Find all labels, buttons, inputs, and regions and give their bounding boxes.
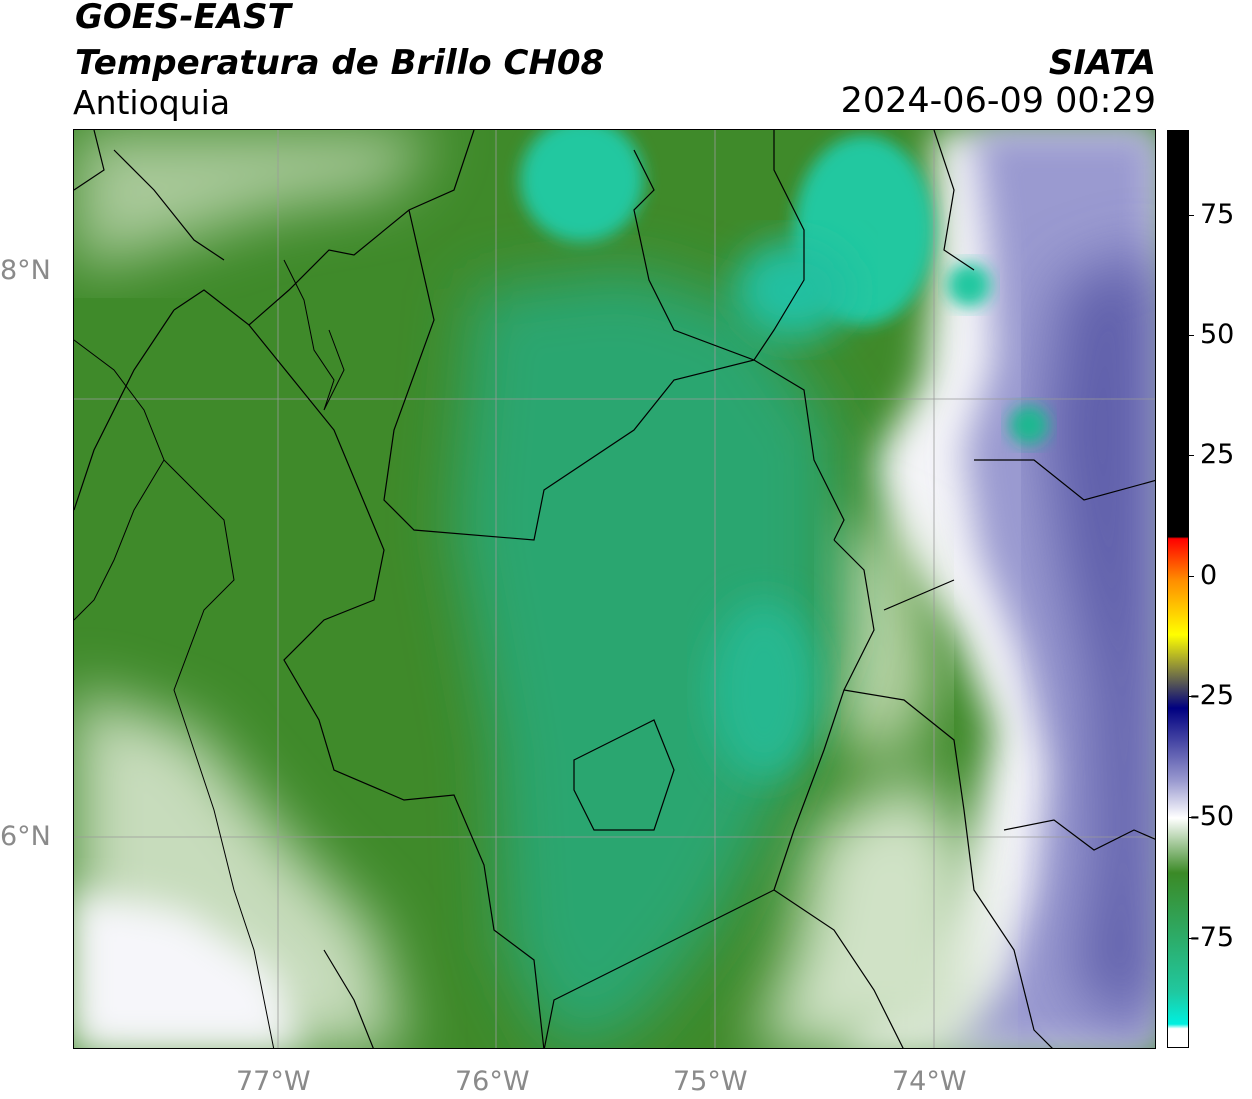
administrative-boundaries [74, 130, 1155, 1048]
colorbar-label: -25 [1190, 680, 1235, 711]
lon-label-77w: 77°W [236, 1066, 311, 1097]
lat-label-8n: 8°N [0, 255, 51, 286]
lat-label-6n: 6°N [0, 821, 51, 852]
lon-label-75w: 75°W [673, 1066, 748, 1097]
brightness-temperature-field [74, 130, 1155, 1048]
lon-label-76w: 76°W [455, 1066, 530, 1097]
datetime-label: 2024-06-09 00:29 [840, 81, 1156, 121]
lon-label-74w: 74°W [892, 1066, 967, 1097]
colorbar-label: -50 [1190, 801, 1235, 832]
coastline [74, 259, 345, 1048]
product-title: Temperatura de Brillo CH08 [75, 43, 605, 83]
region-label: Antioquia [73, 83, 231, 122]
organization-label: SIATA [1048, 43, 1156, 83]
graticule [74, 130, 1155, 1048]
colorbar-label: 50 [1200, 319, 1235, 350]
satellite-map[interactable] [73, 129, 1156, 1049]
colorbar-label: 0 [1200, 560, 1218, 591]
satellite-title: GOES-EAST [75, 0, 291, 37]
temperature-colorbar [1167, 130, 1189, 1048]
colorbar-label: 25 [1200, 439, 1235, 470]
colorbar-label: 75 [1200, 199, 1235, 230]
colorbar-label: -75 [1190, 922, 1235, 953]
